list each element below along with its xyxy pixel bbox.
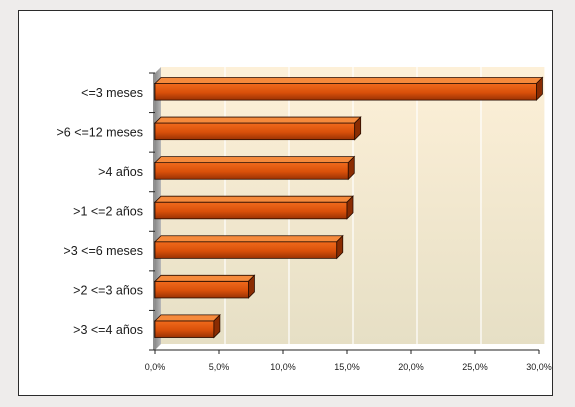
bar-top (154, 156, 356, 164)
category-label: <=3 meses (81, 86, 143, 100)
bar-end (347, 155, 355, 181)
x-tick-label: 0,0% (145, 362, 166, 372)
x-tick-label: 20,0% (398, 362, 424, 372)
chart-frame: 0,0% 5,0% 10,0% 15,0% 20,0% 25,0% 30,0% <=3 mes… (18, 10, 553, 396)
category-label: >3 <=6 meses (63, 244, 143, 258)
bar-chart: 0,0% 5,0% 10,0% 15,0% 20,0% 25,0% 30,0% <=3 mes… (56, 67, 552, 372)
bar (154, 313, 221, 339)
bar-end (536, 76, 543, 102)
bar (154, 116, 362, 141)
category-label: >4 años (98, 165, 143, 179)
bar-end (336, 234, 344, 260)
bar (154, 274, 256, 299)
x-tick-label: 25,0% (462, 362, 488, 372)
x-tick-label: 10,0% (270, 362, 296, 372)
category-label: >6 <=12 meses (56, 125, 143, 139)
bar-front (154, 122, 356, 141)
bar-top (154, 195, 354, 203)
x-tick-label: 5,0% (209, 362, 230, 372)
bar-front (154, 83, 537, 101)
category-label: >1 <=2 años (73, 205, 143, 219)
x-tick-label: 30,0% (526, 362, 552, 372)
bar-front (154, 320, 215, 338)
bar-front (154, 280, 249, 299)
bar (154, 76, 544, 102)
x-tick-label: 15,0% (334, 362, 360, 372)
category-label: >3 <=4 años (73, 323, 143, 337)
bar-top (154, 77, 544, 84)
bar-top (154, 235, 344, 243)
bar (154, 234, 344, 260)
bar-end (213, 313, 221, 339)
bar-end (248, 274, 255, 299)
bar-top (154, 116, 362, 124)
bar-front (154, 162, 349, 180)
category-label: >2 <=3 años (73, 284, 143, 298)
bar-top (154, 314, 221, 322)
bar (154, 155, 356, 181)
bar-top (154, 274, 256, 282)
bar (154, 195, 354, 220)
bar-end (354, 116, 362, 141)
bar-end (346, 195, 354, 220)
bar-front (154, 201, 348, 220)
bar-front (154, 241, 338, 259)
